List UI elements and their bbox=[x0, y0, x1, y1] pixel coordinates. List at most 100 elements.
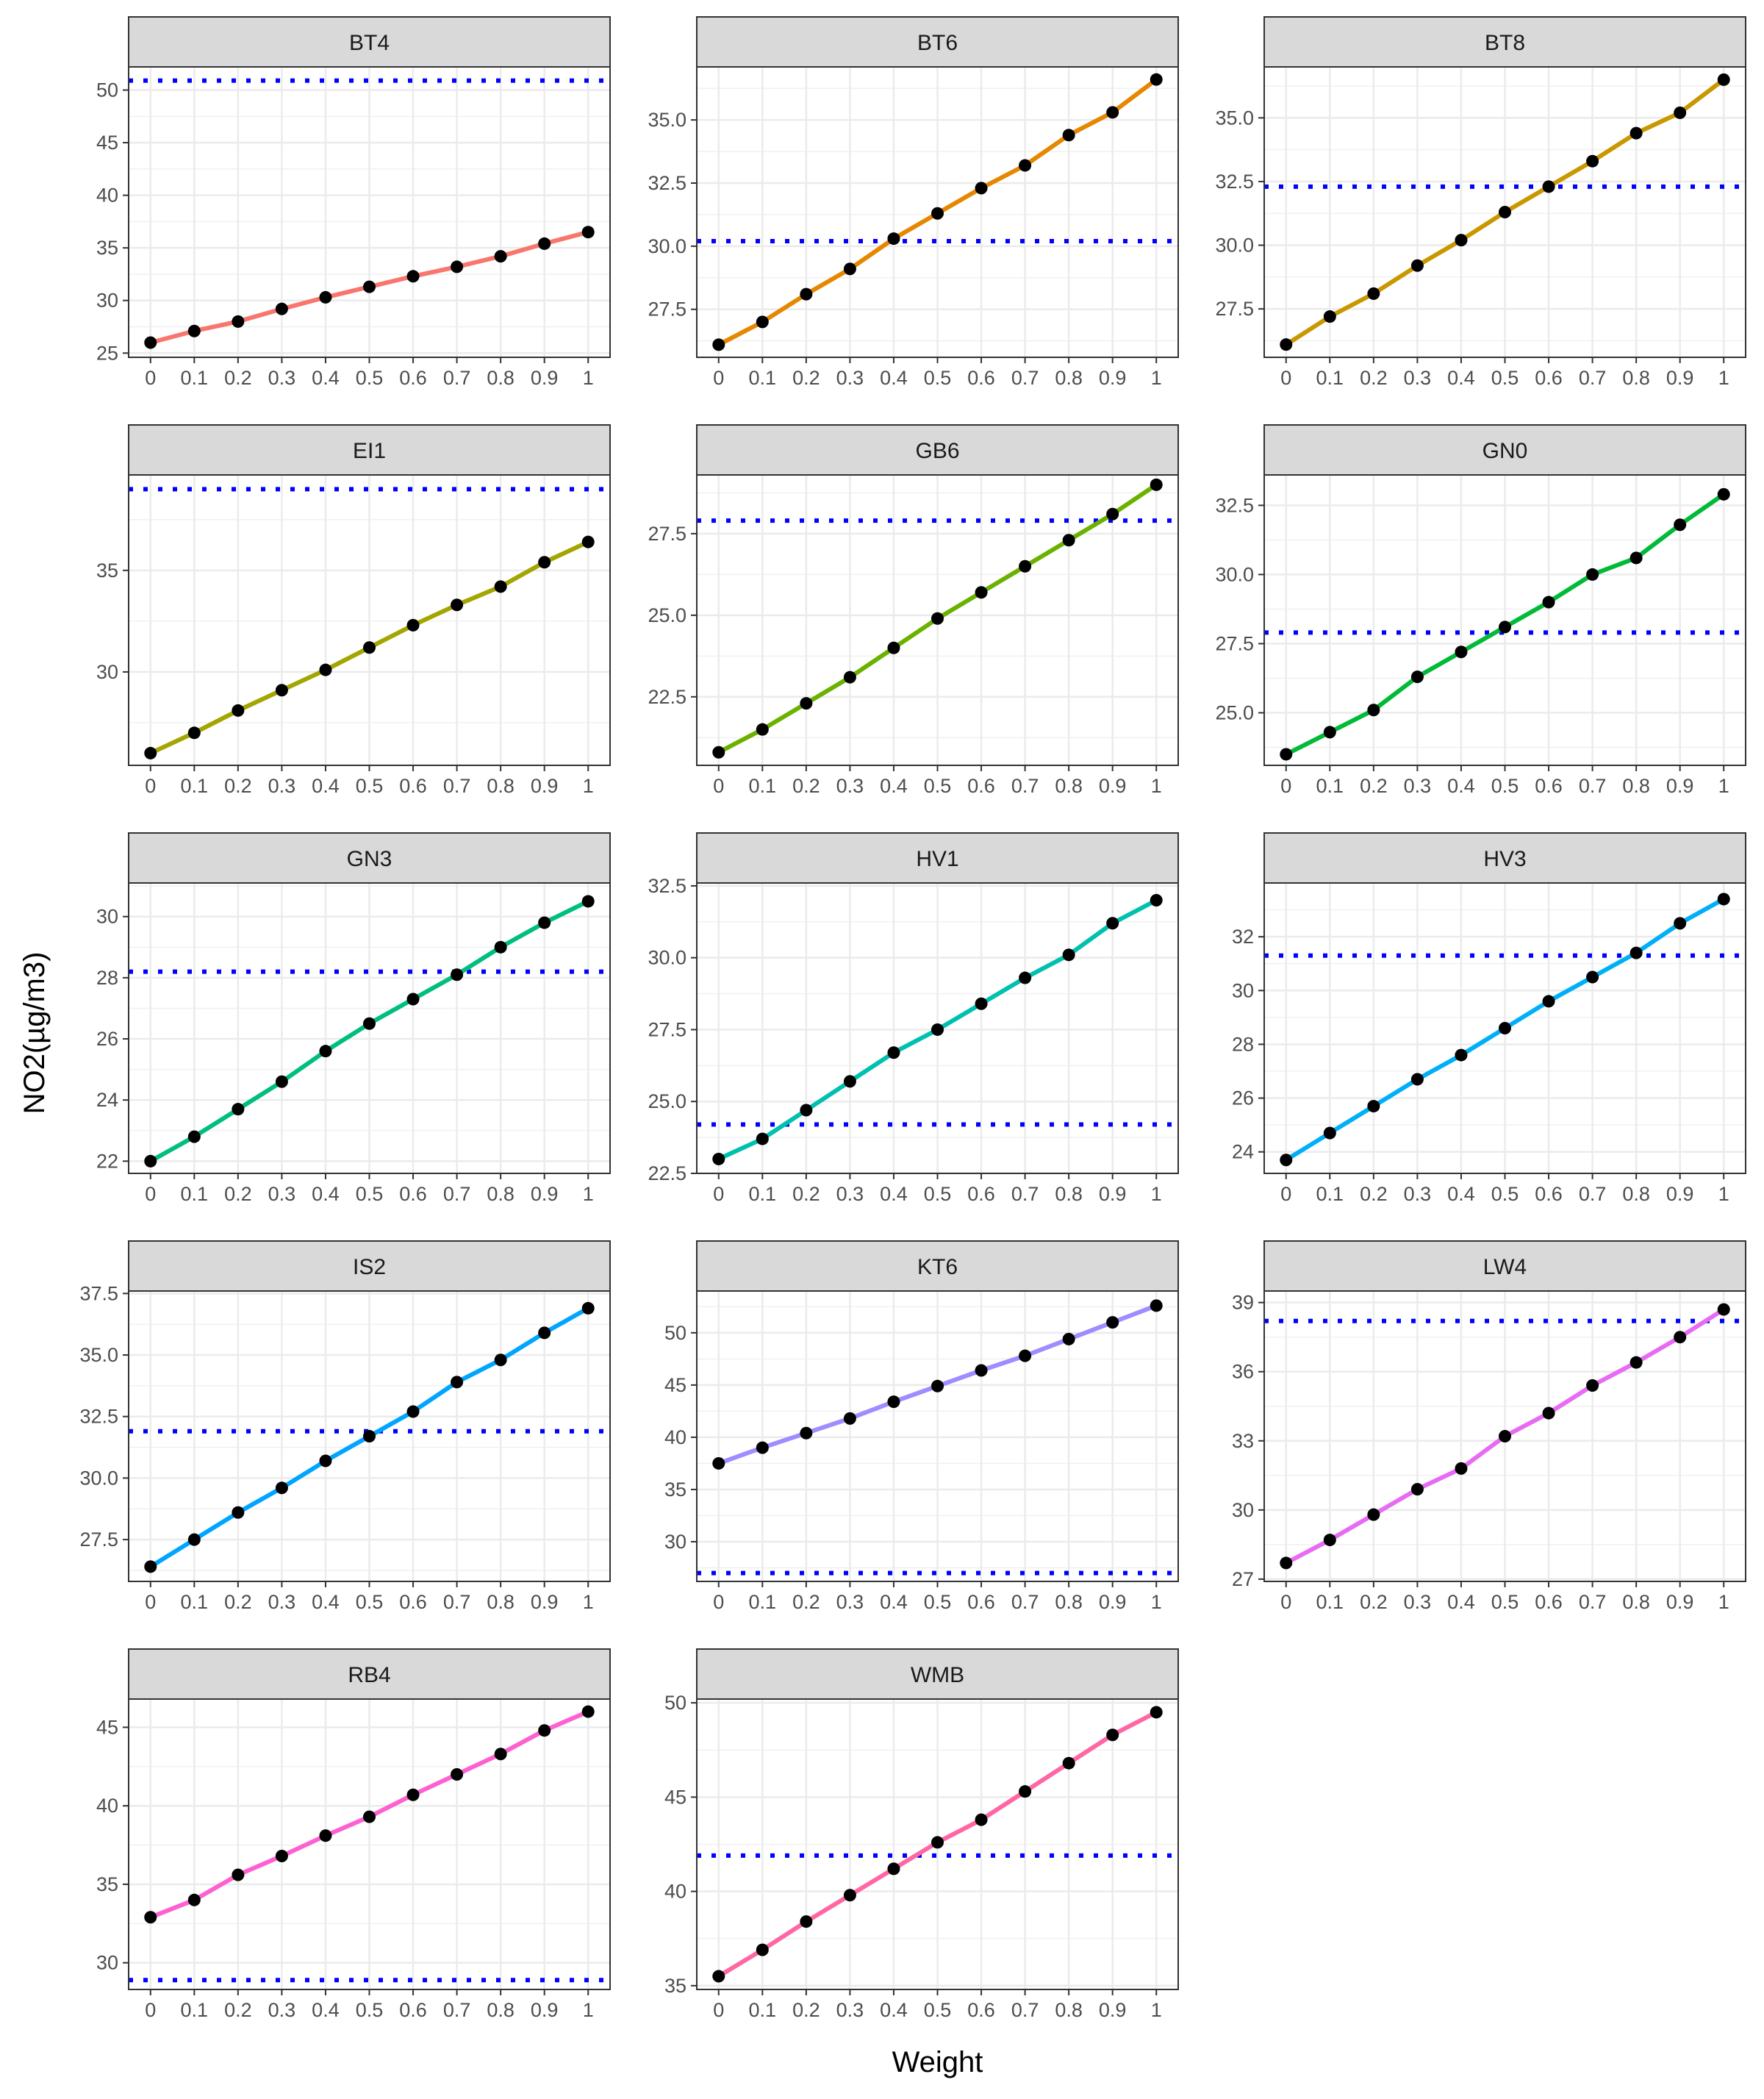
x-tick-label: 0 bbox=[713, 1183, 724, 1205]
data-point bbox=[494, 940, 507, 954]
x-tick-label: 0.4 bbox=[1447, 775, 1475, 797]
facet-strip-label: KT6 bbox=[917, 1255, 958, 1279]
data-point bbox=[1674, 518, 1687, 532]
x-tick-label: 0.3 bbox=[268, 1591, 296, 1613]
y-tick-label: 35.0 bbox=[1215, 107, 1254, 129]
data-point bbox=[800, 1426, 813, 1440]
y-tick-label: 35.0 bbox=[79, 1344, 118, 1366]
x-tick-label: 0 bbox=[713, 1591, 724, 1613]
x-tick-label: 0.1 bbox=[749, 1183, 777, 1205]
x-tick-label: 0.2 bbox=[1360, 367, 1388, 389]
data-point bbox=[1410, 1483, 1424, 1496]
x-tick-label: 0.3 bbox=[268, 367, 296, 389]
x-tick-label: 1 bbox=[583, 1183, 594, 1205]
x-tick-label: 0.4 bbox=[312, 1183, 340, 1205]
y-tick-label: 30.0 bbox=[648, 947, 686, 969]
x-tick-label: 0.5 bbox=[924, 1591, 952, 1613]
data-point bbox=[1455, 646, 1468, 659]
data-point bbox=[494, 1748, 507, 1761]
x-tick-label: 0.1 bbox=[749, 1591, 777, 1613]
x-tick-label: 0.3 bbox=[1404, 775, 1432, 797]
x-tick-label: 0.9 bbox=[1099, 367, 1127, 389]
x-tick-label: 0.9 bbox=[1666, 775, 1694, 797]
data-point bbox=[1019, 971, 1032, 984]
x-tick-label: 0.8 bbox=[487, 1999, 514, 2021]
y-tick-label: 27 bbox=[1232, 1568, 1254, 1590]
data-point bbox=[187, 1533, 201, 1546]
y-tick-label: 32.5 bbox=[1215, 171, 1254, 193]
x-tick-label: 0.7 bbox=[1011, 1591, 1039, 1613]
data-point bbox=[275, 684, 288, 697]
y-tick-label: 30 bbox=[1232, 1499, 1254, 1521]
x-tick-label: 0.6 bbox=[967, 1591, 995, 1613]
facet-strip bbox=[128, 1648, 611, 1700]
data-point bbox=[275, 1481, 288, 1495]
data-point bbox=[1410, 1073, 1424, 1086]
data-point bbox=[1717, 1303, 1730, 1316]
data-point bbox=[931, 1023, 944, 1036]
facet-strip bbox=[696, 832, 1179, 884]
x-tick-label: 1 bbox=[583, 1591, 594, 1613]
x-tick-label: 0 bbox=[1280, 775, 1291, 797]
data-point bbox=[1586, 970, 1599, 984]
facet-strip bbox=[128, 1240, 611, 1292]
data-point bbox=[1150, 1299, 1163, 1312]
x-tick-label: 0.3 bbox=[836, 1591, 864, 1613]
data-point bbox=[581, 226, 595, 239]
facet-strip-label: RB4 bbox=[348, 1663, 390, 1687]
facet-panel-gn3: GN3 22 24 26 28 30 0 0.1 0.2 0.3 0.4 0.5 0.6 0.7 0.8 0.… bbox=[96, 832, 611, 1205]
y-tick-label: 39 bbox=[1232, 1292, 1254, 1314]
x-tick-label: 0.5 bbox=[356, 1183, 384, 1205]
y-tick-label: 28 bbox=[96, 967, 118, 989]
data-point bbox=[319, 1045, 332, 1058]
x-tick-label: 0.3 bbox=[836, 1999, 864, 2021]
y-tick-label: 40 bbox=[664, 1426, 686, 1448]
x-tick-label: 0.7 bbox=[443, 775, 471, 797]
data-point bbox=[144, 1154, 157, 1167]
data-point bbox=[931, 207, 944, 220]
data-point bbox=[1106, 1316, 1119, 1329]
x-tick-label: 0.2 bbox=[792, 1999, 820, 2021]
data-point bbox=[1586, 1379, 1599, 1392]
data-point bbox=[581, 535, 595, 548]
data-point bbox=[1674, 106, 1687, 119]
x-tick-label: 0.6 bbox=[399, 1183, 427, 1205]
data-point bbox=[451, 968, 464, 981]
data-point bbox=[1323, 310, 1336, 323]
data-point bbox=[451, 1767, 464, 1781]
x-tick-label: 0.6 bbox=[399, 1999, 427, 2021]
x-tick-label: 0.5 bbox=[356, 367, 384, 389]
x-tick-label: 0.6 bbox=[399, 367, 427, 389]
data-point bbox=[1106, 507, 1119, 521]
x-tick-label: 0.3 bbox=[1404, 1591, 1432, 1613]
x-tick-label: 0.1 bbox=[1316, 775, 1344, 797]
x-tick-label: 0.1 bbox=[1316, 1183, 1344, 1205]
x-tick-label: 1 bbox=[1718, 1591, 1729, 1613]
x-tick-label: 0.7 bbox=[443, 1183, 471, 1205]
facet-panel-ei1: EI1 30 35 0 0.1 0.2 0.3 0.4 0.5 0.6 0.7 0.8 0.9 1 bbox=[96, 424, 611, 797]
facet-panel-hv3: HV3 24 26 28 30 32 0 0.1 0.2 0.3 0.4 0.5 0.6 0.7 0.8 0.… bbox=[1232, 832, 1746, 1205]
data-point bbox=[975, 1813, 988, 1826]
x-tick-label: 1 bbox=[1151, 1999, 1162, 2021]
data-point bbox=[712, 1152, 725, 1165]
data-point bbox=[1019, 1785, 1032, 1798]
facet-panel-lw4: LW4 27 30 33 36 39 0 0.1 0.2 0.3 0.4 0.5 0.6 0.7 0.8 0.… bbox=[1232, 1240, 1746, 1613]
data-point bbox=[1499, 621, 1511, 634]
y-tick-label: 30.0 bbox=[1215, 235, 1254, 257]
y-tick-label: 45 bbox=[664, 1374, 686, 1396]
x-tick-label: 0.7 bbox=[1579, 775, 1607, 797]
y-tick-label: 36 bbox=[1232, 1361, 1254, 1383]
data-point bbox=[712, 1970, 725, 1983]
x-tick-label: 0 bbox=[1280, 367, 1291, 389]
x-tick-label: 1 bbox=[1718, 367, 1729, 389]
data-point bbox=[538, 916, 551, 929]
data-point bbox=[363, 280, 376, 293]
x-tick-label: 0.3 bbox=[836, 775, 864, 797]
data-point bbox=[363, 641, 376, 654]
facet-strip bbox=[1263, 16, 1746, 68]
x-tick-label: 0.4 bbox=[1447, 1183, 1475, 1205]
y-tick-label: 50 bbox=[664, 1322, 686, 1344]
y-tick-label: 35 bbox=[664, 1478, 686, 1501]
facet-panel-bt6: BT6 27.5 30.0 32.5 35.0 0 0.1 0.2 0.3 0.4 0.5 0.6 0.… bbox=[648, 16, 1179, 389]
data-point bbox=[406, 1788, 420, 1801]
